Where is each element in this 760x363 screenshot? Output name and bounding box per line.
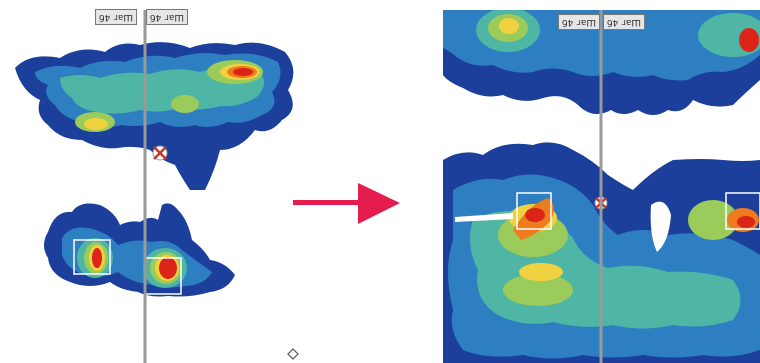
bottom-cluster (44, 203, 235, 297)
top-band-red (739, 28, 759, 52)
lower-body-green-b (503, 274, 573, 306)
selection-box-d (725, 192, 760, 230)
left-heatmap-panel: Шаг 4б Шаг 4б (0, 0, 330, 363)
position-marker (152, 145, 168, 161)
left-heatmap (15, 10, 299, 363)
lower-body-yellow-b (519, 263, 563, 281)
diamond-icon (287, 348, 299, 360)
selection-box-c (516, 192, 552, 230)
transition-arrow-icon (293, 183, 400, 224)
bottom-cluster-red-b (159, 257, 177, 279)
right-heatmap (443, 10, 760, 363)
top-cluster-yellow-b (84, 118, 108, 130)
top-band-yellow (499, 18, 519, 34)
selection-box-a (73, 239, 111, 275)
right-label-a: Шаг 4б (558, 14, 601, 30)
left-label-a: Шаг 4б (95, 9, 138, 25)
right-heatmap-panel: Шаг 4б Шаг 4б (443, 10, 760, 363)
top-cluster-green-c (171, 95, 199, 113)
left-label-b: Шаг 4б (146, 9, 189, 25)
top-cluster (15, 42, 294, 190)
right-label-b: Шаг 4б (603, 14, 646, 30)
white-hole (650, 201, 671, 252)
white-streak (455, 213, 513, 222)
bottom-cluster-red-a (92, 248, 102, 268)
hotspot-left-red (525, 208, 545, 222)
top-cluster-red (233, 68, 253, 76)
hotspot-right-red (737, 216, 755, 228)
